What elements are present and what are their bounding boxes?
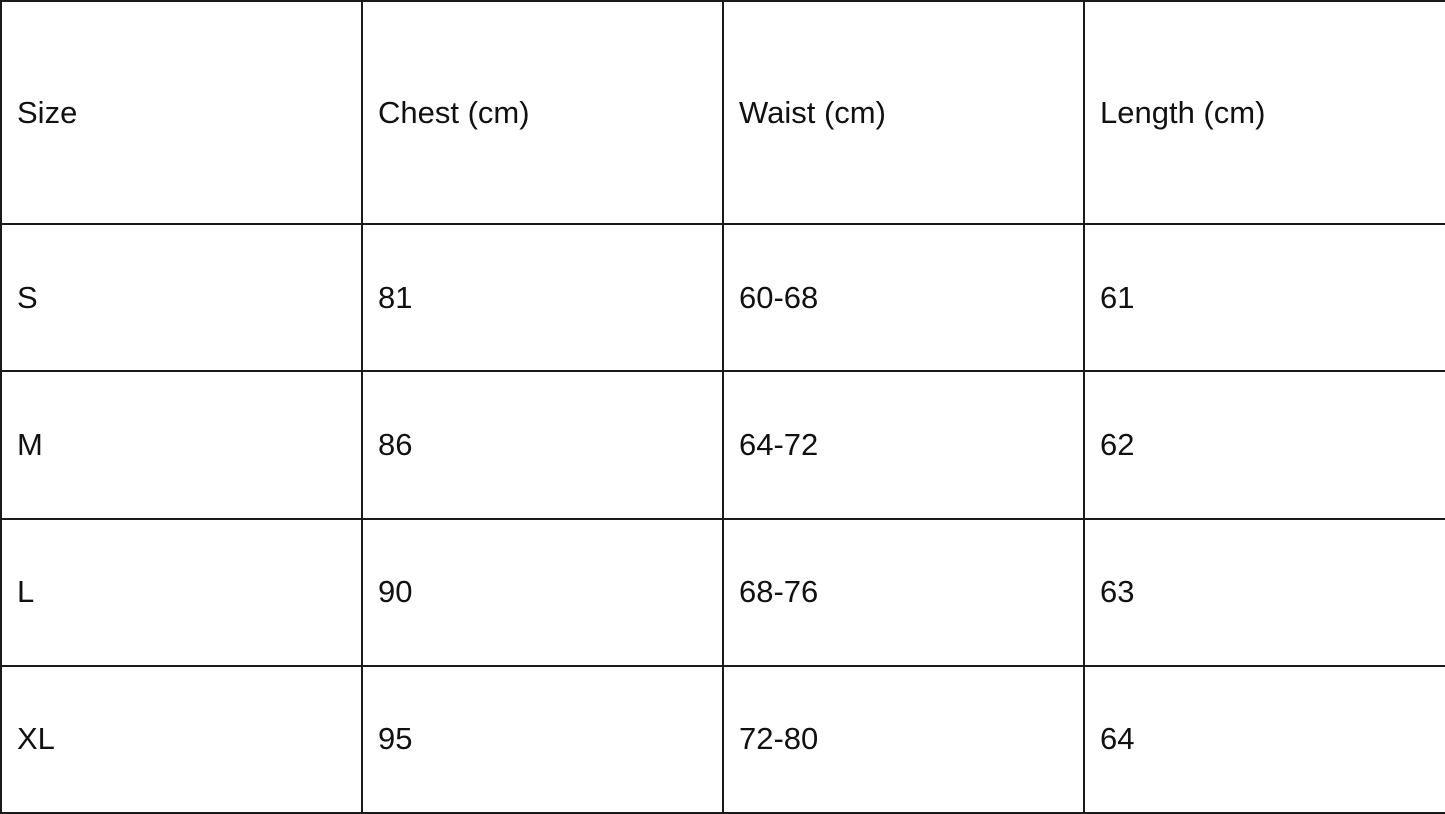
table-row: S 81 60-68 61 <box>0 222 1445 373</box>
cell-size: L <box>0 517 363 667</box>
cell-waist: 68-76 <box>722 517 1085 667</box>
table-row: M 86 64-72 62 <box>0 370 1445 520</box>
table-header-row: Size Chest (cm) Waist (cm) Length (cm) <box>0 0 1445 225</box>
cell-chest: 86 <box>361 370 724 520</box>
cell-size: S <box>0 222 363 373</box>
cell-chest: 81 <box>361 222 724 373</box>
cell-length: 62 <box>1083 370 1445 520</box>
table-row: XL 95 72-80 64 <box>0 664 1445 814</box>
cell-waist: 72-80 <box>722 664 1085 814</box>
cell-waist: 64-72 <box>722 370 1085 520</box>
cell-length: 61 <box>1083 222 1445 373</box>
cell-length: 64 <box>1083 664 1445 814</box>
cell-chest: 95 <box>361 664 724 814</box>
header-length: Length (cm) <box>1083 0 1445 225</box>
cell-waist: 60-68 <box>722 222 1085 373</box>
table-row: L 90 68-76 63 <box>0 517 1445 667</box>
header-waist: Waist (cm) <box>722 0 1085 225</box>
cell-size: XL <box>0 664 363 814</box>
cell-size: M <box>0 370 363 520</box>
header-size: Size <box>0 0 363 225</box>
header-chest: Chest (cm) <box>361 0 724 225</box>
cell-length: 63 <box>1083 517 1445 667</box>
cell-chest: 90 <box>361 517 724 667</box>
